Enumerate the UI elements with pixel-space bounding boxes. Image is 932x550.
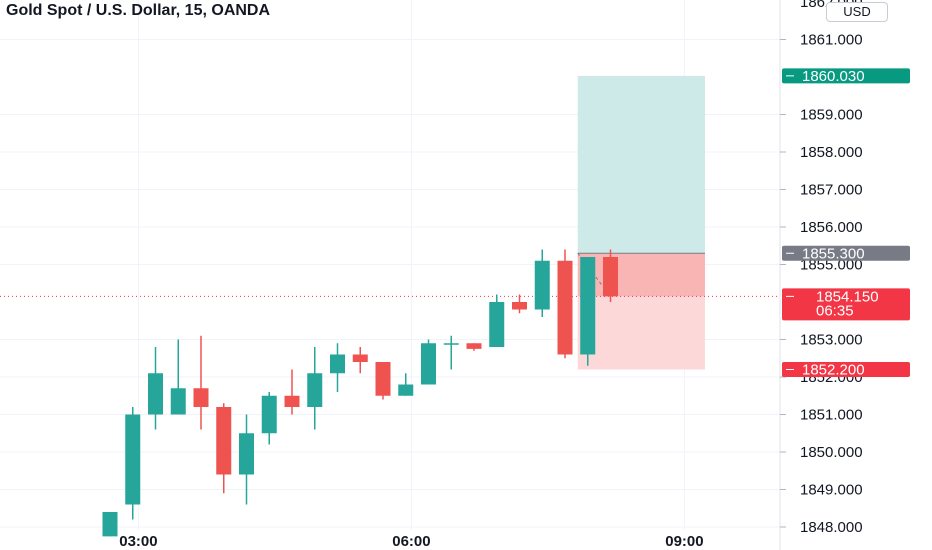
- candle-body: [443, 343, 459, 345]
- candle-body: [489, 302, 505, 347]
- stop-zone-filled: [577, 253, 705, 297]
- candle-body: [603, 257, 618, 297]
- candle-body: [330, 354, 345, 374]
- y-tick-label: 1859.000: [800, 107, 863, 124]
- position-tool[interactable]: [577, 75, 705, 370]
- x-tick-label: 03:00: [119, 533, 157, 550]
- y-tick-label: 1848.000: [800, 519, 863, 536]
- candle-body: [307, 373, 323, 407]
- candle-body: [239, 433, 254, 475]
- target-price-tag: 1860.030: [782, 68, 910, 85]
- y-tick-label: 1849.000: [800, 482, 863, 499]
- y-tick-label: 1856.000: [800, 219, 863, 236]
- candle-body: [421, 343, 436, 385]
- y-tick-label: 1861.000: [800, 32, 863, 49]
- candle-body: [352, 354, 368, 362]
- candle-body: [557, 260, 573, 355]
- target-zone: [577, 75, 705, 254]
- candle-body: [375, 362, 391, 396]
- target-price-tag-text: 1860.030: [802, 68, 865, 85]
- x-tick-label: 09:00: [665, 533, 703, 550]
- candle-body: [580, 257, 596, 355]
- last-price-tag-bg: [782, 288, 910, 321]
- y-tick-label: 1853.000: [800, 332, 863, 349]
- target-price-tag-bg: [782, 68, 910, 84]
- candle-body: [148, 373, 163, 415]
- stop-price-tag-text: 1852.200: [802, 362, 865, 379]
- candle-body: [534, 260, 550, 310]
- candle-body: [216, 407, 232, 475]
- candles: [102, 249, 618, 537]
- chart-title: Gold Spot / U.S. Dollar, 15, OANDA: [6, 2, 271, 19]
- entry-price-tag-bg: [782, 245, 910, 261]
- time-axis[interactable]: 03:00 06:00 09:00: [119, 533, 703, 550]
- y-tick-label: 1858.000: [800, 144, 863, 161]
- entry-price-tag-text: 1855.300: [802, 245, 865, 262]
- x-tick-label: 06:00: [392, 533, 430, 550]
- candle-body: [512, 302, 527, 310]
- stop-zone: [577, 296, 705, 370]
- countdown-text: 06:35: [816, 302, 854, 319]
- candle-body: [193, 388, 209, 407]
- candle-body: [398, 384, 414, 396]
- currency-button[interactable]: USD: [826, 2, 888, 22]
- last-price-text: 1854.150: [816, 288, 879, 305]
- candle-body: [170, 388, 186, 415]
- stop-price-tag: 1852.200: [782, 362, 910, 379]
- candle-body: [125, 414, 141, 505]
- candle-body: [284, 395, 300, 407]
- candle-body: [261, 395, 277, 434]
- y-tick-label: 1851.000: [800, 407, 863, 424]
- candle-body: [466, 343, 482, 349]
- stop-price-tag-bg: [782, 362, 910, 377]
- y-tick-label: 1857.000: [800, 182, 863, 199]
- entry-price-tag: 1855.300: [782, 245, 910, 262]
- candle-body: [102, 512, 118, 537]
- y-tick-label: 1850.000: [800, 444, 863, 461]
